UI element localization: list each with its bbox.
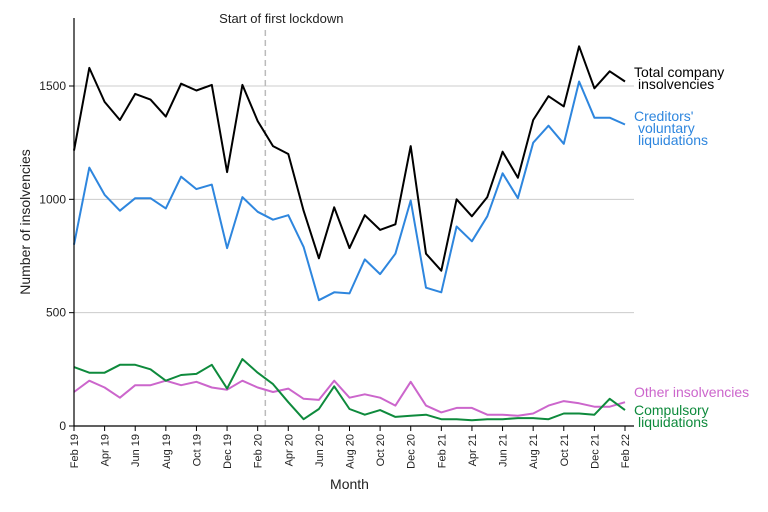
series-label-1: liquidations xyxy=(638,132,708,148)
y-tick-label: 0 xyxy=(59,419,66,433)
y-axis-label: Number of insolvencies xyxy=(17,149,33,295)
series-label-3: Compulsory xyxy=(634,402,709,418)
x-tick-label: Apr 20 xyxy=(283,434,295,466)
x-tick-label: Feb 22 xyxy=(620,434,632,468)
x-tick-label: Aug 20 xyxy=(345,434,357,469)
x-tick-label: Oct 20 xyxy=(375,434,387,466)
lockdown-annotation: Start of first lockdown xyxy=(219,11,343,26)
x-tick-label: Dec 19 xyxy=(222,434,234,469)
x-tick-label: Jun 21 xyxy=(498,434,510,467)
x-tick-label: Aug 21 xyxy=(528,434,540,469)
y-tick-label: 1000 xyxy=(39,192,66,206)
x-tick-label: Oct 21 xyxy=(559,434,571,466)
gridlines xyxy=(74,85,634,314)
y-tick-label: 500 xyxy=(46,306,66,320)
series-line-0 xyxy=(73,45,626,272)
x-ticks: Feb 19 Apr 19 Jun 19 Aug 19 Oct 19 Dec 19 Feb … xyxy=(69,426,632,469)
y-tick-label: 1500 xyxy=(39,79,66,93)
series-line-3 xyxy=(73,358,626,422)
series-label-0: insolvencies xyxy=(638,76,714,92)
x-tick-label: Feb 21 xyxy=(436,434,448,468)
series-label-1: voluntary xyxy=(638,120,695,136)
x-tick-label: Aug 19 xyxy=(161,434,173,469)
x-tick-label: Feb 19 xyxy=(69,434,81,468)
series-label-2: Other insolvencies xyxy=(634,384,749,400)
x-tick-label: Feb 20 xyxy=(253,434,265,468)
series-lines xyxy=(73,45,626,422)
x-tick-label: Dec 21 xyxy=(589,434,601,469)
series-line-1 xyxy=(73,80,626,302)
series-label-3: liquidations xyxy=(638,414,708,430)
x-tick-label: Apr 19 xyxy=(100,434,112,466)
series-line-2 xyxy=(73,379,626,417)
x-tick-label: Oct 19 xyxy=(191,434,203,466)
y-ticks: 0 500 1000 1500 xyxy=(39,79,74,433)
x-tick-label: Jun 20 xyxy=(314,434,326,467)
series-label-0: Total company xyxy=(634,64,724,80)
series-label-1: Creditors' xyxy=(634,108,693,124)
x-tick-label: Apr 21 xyxy=(467,434,479,466)
x-tick-label: Dec 20 xyxy=(406,434,418,469)
x-tick-label: Jun 19 xyxy=(130,434,142,467)
x-axis-label: Month xyxy=(330,476,369,492)
